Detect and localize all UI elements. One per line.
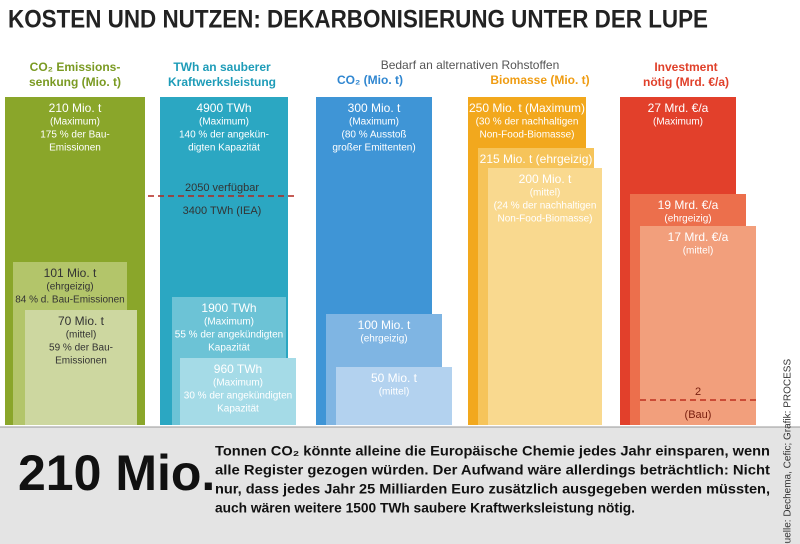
column-header: senkung (Mio. t): [29, 75, 121, 89]
bar-box: [336, 367, 452, 425]
box-label: 200 Mio. t: [519, 172, 572, 186]
box-label: (80 % Ausstoß: [341, 130, 406, 141]
box-label: 27 Mrd. €/a: [648, 101, 709, 115]
box-label: (mittel): [379, 387, 410, 398]
footer-text: auch wären weitere 1500 TWh saubere Kraf…: [215, 501, 635, 516]
box-label: 250 Mio. t (Maximum): [469, 101, 585, 115]
box-label: (Maximum): [204, 317, 254, 328]
box-label: 1900 TWh: [201, 301, 256, 315]
box-label: 210 Mio. t: [49, 101, 102, 115]
title: KOSTEN UND NUTZEN: DEKARBONISIERUNG UNTE…: [8, 6, 708, 34]
box-label: 4900 TWh: [196, 101, 251, 115]
box-label: (Maximum): [199, 117, 249, 128]
source: Quelle: Dechema, Cefic; Grafik: PROCESS: [783, 359, 794, 544]
footer-text: nur, dass jedes Jahr 25 Milliarden Euro …: [215, 482, 770, 497]
column-header: Biomasse (Mio. t): [490, 73, 589, 87]
box-label: (Maximum): [653, 117, 703, 128]
bar-box: [25, 310, 137, 425]
column-header: CO₂ (Mio. t): [337, 73, 403, 87]
box-label: (ehrgeizig): [664, 214, 711, 225]
box-label: 101 Mio. t: [44, 266, 97, 280]
column-header: CO₂ Emissions-: [30, 60, 121, 74]
footer-text: Tonnen CO₂ könnte alleine die Europäisch…: [215, 444, 770, 459]
column-header: Kraftwerksleistung: [168, 75, 276, 89]
box-label: Kapazität: [208, 343, 250, 354]
box-label: 215 Mio. t (ehrgeizig): [480, 152, 593, 166]
box-label: großer Emittenten): [332, 143, 415, 154]
box-label: (30 % der nachhaltigen: [476, 117, 579, 128]
footer-big: 210 Mio.: [18, 445, 215, 501]
box-label: 59 % der Bau-: [49, 343, 113, 354]
box-label: 70 Mio. t: [58, 314, 105, 328]
box-label: 84 % d. Bau-Emissionen: [15, 295, 125, 306]
box-label: 30 % der angekündigten: [184, 391, 292, 402]
box-label: 300 Mio. t: [348, 101, 401, 115]
footer-text: alle Register gezogen würden. Der Aufwan…: [215, 463, 771, 478]
box-label: 100 Mio. t: [358, 318, 411, 332]
box-label: 175 % der Bau-: [40, 130, 110, 141]
box-label: (mittel): [530, 188, 561, 199]
marker-label: (Bau): [685, 409, 712, 421]
box-label: Non-Food-Biomasse): [479, 130, 574, 141]
column-header: nötig (Mrd. €/a): [643, 75, 729, 89]
bar-box: [488, 168, 602, 425]
box-label: Kapazität: [217, 404, 259, 415]
box-label: (mittel): [66, 330, 97, 341]
box-label: 140 % der angekün-: [179, 130, 269, 141]
box-label: 50 Mio. t: [371, 371, 418, 385]
column-header: TWh an sauberer: [173, 60, 271, 74]
marker-label: 2: [695, 386, 701, 398]
box-label: (Maximum): [213, 378, 263, 389]
box-label: Non-Food-Biomasse): [497, 214, 592, 225]
box-label: (ehrgeizig): [46, 282, 93, 293]
box-label: 17 Mrd. €/a: [668, 230, 729, 244]
bar-box: [180, 358, 296, 425]
bar-box: [640, 226, 756, 425]
box-label: 960 TWh: [214, 362, 262, 376]
box-label: Emissionen: [55, 356, 107, 367]
box-label: digten Kapazität: [188, 143, 260, 154]
marker-label: 2050 verfügbar: [185, 182, 259, 194]
group-header: Bedarf an alternativen Rohstoffen: [381, 58, 560, 72]
column-header: Investment: [654, 60, 717, 74]
box-label: (Maximum): [50, 117, 100, 128]
box-label: Emissionen: [49, 143, 101, 154]
footer-panel: [0, 427, 800, 544]
box-label: 55 % der angekündigten: [175, 330, 283, 341]
marker-label: 3400 TWh (IEA): [183, 205, 262, 217]
box-label: (ehrgeizig): [360, 334, 407, 345]
box-label: (24 % der nachhaltigen: [494, 201, 597, 212]
box-label: (Maximum): [349, 117, 399, 128]
box-label: (mittel): [683, 246, 714, 257]
box-label: 19 Mrd. €/a: [658, 198, 719, 212]
